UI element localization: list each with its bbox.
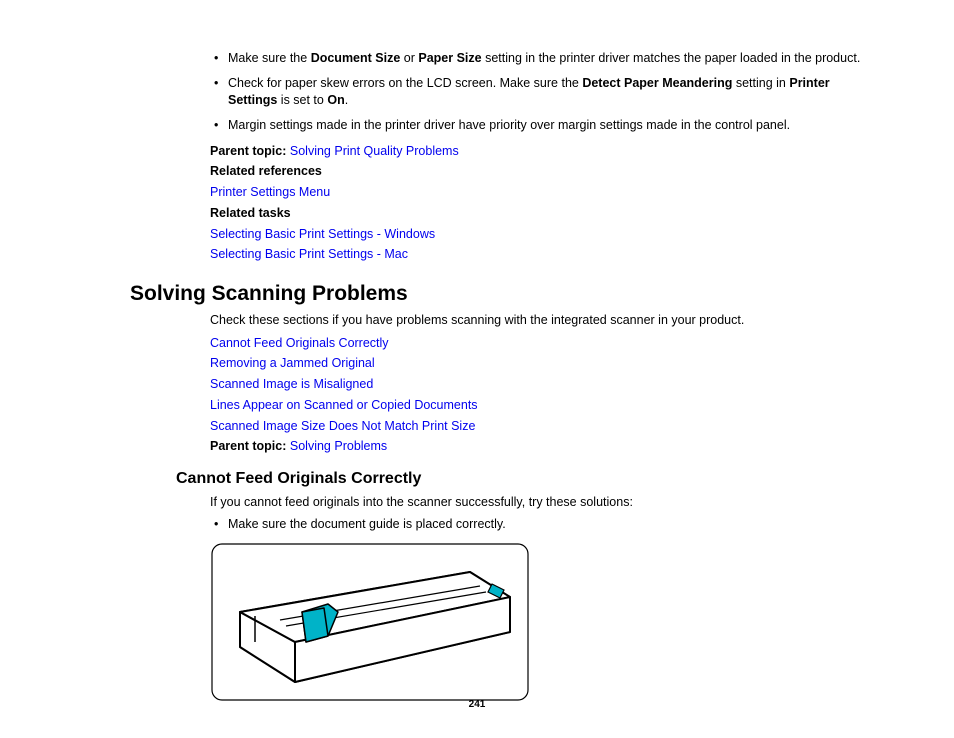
bullet-item: Check for paper skew errors on the LCD s… — [210, 75, 874, 109]
related-references-link[interactable]: Printer Settings Menu — [210, 185, 330, 199]
cannot-feed-section: If you cannot feed originals into the sc… — [210, 494, 874, 702]
scan-topic-link[interactable]: Lines Appear on Scanned or Copied Docume… — [210, 398, 478, 412]
parent-topic-link[interactable]: Solving Problems — [290, 439, 387, 453]
scan-topic-link[interactable]: Removing a Jammed Original — [210, 356, 375, 370]
scan-topic-link[interactable]: Scanned Image is Misaligned — [210, 377, 373, 391]
parent-topic-line: Parent topic: Solving Print Quality Prob… — [210, 142, 874, 161]
bullet-item: Make sure the Document Size or Paper Siz… — [210, 50, 874, 67]
scanning-section: Check these sections if you have problem… — [210, 312, 874, 456]
parent-topic-line: Parent topic: Solving Problems — [210, 437, 874, 456]
parent-topic-label: Parent topic: — [210, 144, 286, 158]
scanner-illustration — [210, 542, 530, 702]
top-section: Make sure the Document Size or Paper Siz… — [210, 50, 874, 264]
subsection-intro: If you cannot feed originals into the sc… — [210, 494, 874, 512]
parent-topic-label: Parent topic: — [210, 439, 286, 453]
section-heading: Solving Scanning Problems — [130, 282, 874, 306]
subsection-bullet-list: Make sure the document guide is placed c… — [210, 516, 874, 533]
related-task-link[interactable]: Selecting Basic Print Settings - Mac — [210, 247, 408, 261]
related-tasks-label: Related tasks — [210, 204, 874, 223]
scan-topic-link[interactable]: Cannot Feed Originals Correctly — [210, 336, 389, 350]
subsection-heading: Cannot Feed Originals Correctly — [176, 470, 874, 488]
related-references-label: Related references — [210, 162, 874, 181]
top-bullet-list: Make sure the Document Size or Paper Siz… — [210, 50, 874, 134]
page-number: 241 — [0, 699, 954, 710]
scan-topic-link[interactable]: Scanned Image Size Does Not Match Print … — [210, 419, 475, 433]
parent-topic-link[interactable]: Solving Print Quality Problems — [290, 144, 459, 158]
bullet-item: Margin settings made in the printer driv… — [210, 117, 874, 134]
page-content: Make sure the Document Size or Paper Siz… — [0, 0, 954, 722]
related-task-link[interactable]: Selecting Basic Print Settings - Windows — [210, 227, 435, 241]
bullet-item: Make sure the document guide is placed c… — [210, 516, 874, 533]
section-intro: Check these sections if you have problem… — [210, 312, 874, 330]
